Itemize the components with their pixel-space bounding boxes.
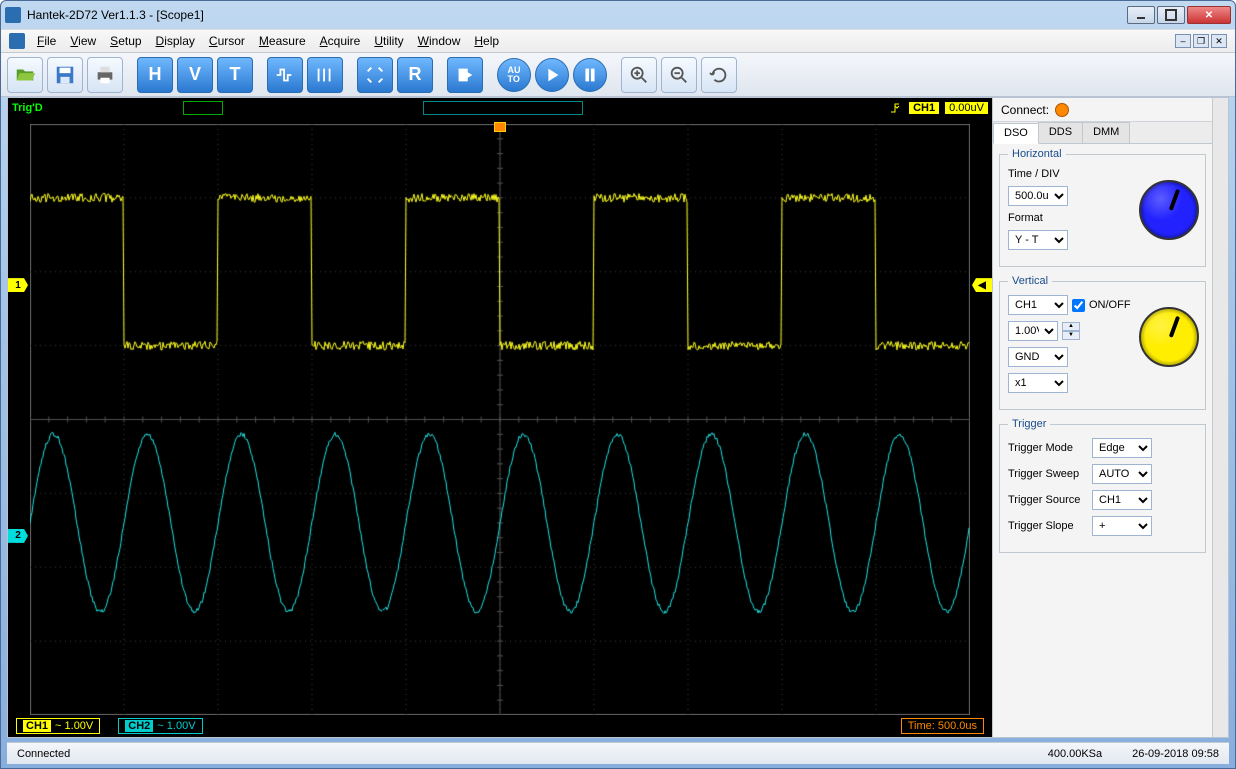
export-button[interactable]: [447, 57, 483, 93]
trigger-level-reading: 0.00uV: [945, 102, 988, 114]
side-panel: Connect: DSODDSDMM Horizontal Time / DIV…: [992, 98, 1212, 737]
time-div-select[interactable]: 500.0us: [1008, 186, 1068, 206]
mini-preview-icon: [183, 101, 223, 115]
connect-label: Connect:: [1001, 103, 1049, 117]
volts-div-select[interactable]: 1.00V: [1008, 321, 1058, 341]
scope-footer: CH1~ 1.00V CH2~ 1.00V Time: 500.0us: [8, 715, 992, 737]
panel-tabs: DSODDSDMM: [993, 122, 1212, 144]
time-div-label: Time / DIV: [1008, 168, 1088, 180]
format-label: Format: [1008, 212, 1088, 224]
trigger-position-marker[interactable]: [494, 122, 506, 134]
menu-view[interactable]: View: [70, 34, 96, 48]
panel-scrollbar[interactable]: [1212, 98, 1228, 737]
zoom-out-button[interactable]: [661, 57, 697, 93]
menu-file[interactable]: File: [37, 34, 56, 48]
app-icon: [5, 7, 21, 23]
probe-select[interactable]: x1: [1008, 373, 1068, 393]
vertical-group: Vertical CH1 ON/OFF 1.00V ▲▼ GND x1: [999, 275, 1206, 410]
ch1-zero-marker[interactable]: 1: [8, 278, 28, 292]
doc-icon: [9, 33, 25, 49]
trigger-status: Trig'D: [12, 102, 43, 114]
autoset-button[interactable]: AUTO: [497, 58, 531, 92]
ch1-trigger-marker[interactable]: ◀: [972, 278, 992, 292]
format-select[interactable]: Y - T: [1008, 230, 1068, 250]
menu-measure[interactable]: Measure: [259, 34, 306, 48]
maximize-button[interactable]: [1157, 6, 1185, 24]
menubar: File View Setup Display Cursor Measure Acquire…: [1, 29, 1235, 53]
coupling-select[interactable]: GND: [1008, 347, 1068, 367]
pause-button[interactable]: [573, 58, 607, 92]
trigger-trigger-mode-select[interactable]: Edge: [1092, 438, 1152, 458]
scope-header: Trig'D CH1 0.00uV: [8, 98, 992, 118]
mdi-minimize-button[interactable]: –: [1175, 34, 1191, 48]
trigger-trigger-source-label: Trigger Source: [1008, 494, 1088, 506]
timebase-info-box[interactable]: Time: 500.0us: [901, 718, 984, 734]
volts-div-spinner[interactable]: ▲▼: [1062, 322, 1080, 340]
h-cursor-button[interactable]: H: [137, 57, 173, 93]
status-datetime: 26-09-2018 09:58: [1132, 748, 1219, 760]
trigger-trigger-source-select[interactable]: CH1: [1092, 490, 1152, 510]
scope-display[interactable]: [30, 124, 970, 715]
ch1-info-box[interactable]: CH1~ 1.00V: [16, 718, 100, 734]
measure-1-button[interactable]: [267, 57, 303, 93]
tab-dso[interactable]: DSO: [993, 123, 1039, 144]
trigger-trigger-sweep-label: Trigger Sweep: [1008, 468, 1088, 480]
trigger-edge-icon: [889, 101, 903, 115]
trigger-trigger-slope-select[interactable]: +: [1092, 516, 1152, 536]
zoom-in-button[interactable]: [621, 57, 657, 93]
menu-acquire[interactable]: Acquire: [320, 34, 361, 48]
tab-dmm[interactable]: DMM: [1082, 122, 1130, 143]
menu-window[interactable]: Window: [418, 34, 461, 48]
menu-display[interactable]: Display: [156, 34, 195, 48]
vertical-channel-select[interactable]: CH1: [1008, 295, 1068, 315]
ch2-info-box[interactable]: CH2~ 1.00V: [118, 718, 202, 734]
trigger-trigger-slope-label: Trigger Slope: [1008, 520, 1088, 532]
trigger-trigger-sweep-select[interactable]: AUTO: [1092, 464, 1152, 484]
open-button[interactable]: [7, 57, 43, 93]
mdi-close-button[interactable]: ✕: [1211, 34, 1227, 48]
overview-preview-icon: [423, 101, 583, 115]
horizontal-knob[interactable]: [1139, 180, 1199, 240]
status-connection: Connected: [17, 748, 70, 760]
menu-utility[interactable]: Utility: [374, 34, 403, 48]
reset-button[interactable]: R: [397, 57, 433, 93]
trigger-channel-badge: CH1: [909, 102, 939, 114]
vertical-knob[interactable]: [1139, 307, 1199, 367]
status-sample-rate: 400.00KSa: [1048, 748, 1102, 760]
ch2-zero-marker[interactable]: 2: [8, 529, 28, 543]
channel-onoff-checkbox[interactable]: [1072, 299, 1085, 312]
zoom-fit-button[interactable]: [357, 57, 393, 93]
horizontal-group: Horizontal Time / DIV 500.0us Format Y -…: [999, 148, 1206, 267]
minimize-button[interactable]: [1127, 6, 1155, 24]
menu-cursor[interactable]: Cursor: [209, 34, 245, 48]
close-button[interactable]: [1187, 6, 1231, 24]
menu-setup[interactable]: Setup: [110, 34, 141, 48]
t-cursor-button[interactable]: T: [217, 57, 253, 93]
run-button[interactable]: [535, 58, 569, 92]
trigger-group: Trigger Trigger ModeEdgeTrigger SweepAUT…: [999, 418, 1206, 553]
scope-area: Trig'D CH1 0.00uV 1 ◀ 2 CH1~ 1.00V: [8, 98, 992, 737]
mdi-restore-button[interactable]: ❐: [1193, 34, 1209, 48]
save-button[interactable]: [47, 57, 83, 93]
onoff-label: ON/OFF: [1089, 299, 1131, 311]
trigger-trigger-mode-label: Trigger Mode: [1008, 442, 1088, 454]
toolbar: H V T R AUTO: [1, 53, 1235, 97]
measure-2-button[interactable]: [307, 57, 343, 93]
tab-dds[interactable]: DDS: [1038, 122, 1083, 143]
window-title: Hantek-2D72 Ver1.1.3 - [Scope1]: [27, 8, 1125, 22]
menu-help[interactable]: Help: [474, 34, 499, 48]
print-button[interactable]: [87, 57, 123, 93]
refresh-button[interactable]: [701, 57, 737, 93]
v-cursor-button[interactable]: V: [177, 57, 213, 93]
statusbar: Connected 400.00KSa 26-09-2018 09:58: [7, 742, 1229, 764]
titlebar: Hantek-2D72 Ver1.1.3 - [Scope1]: [1, 1, 1235, 29]
connect-status-icon: [1055, 103, 1069, 117]
